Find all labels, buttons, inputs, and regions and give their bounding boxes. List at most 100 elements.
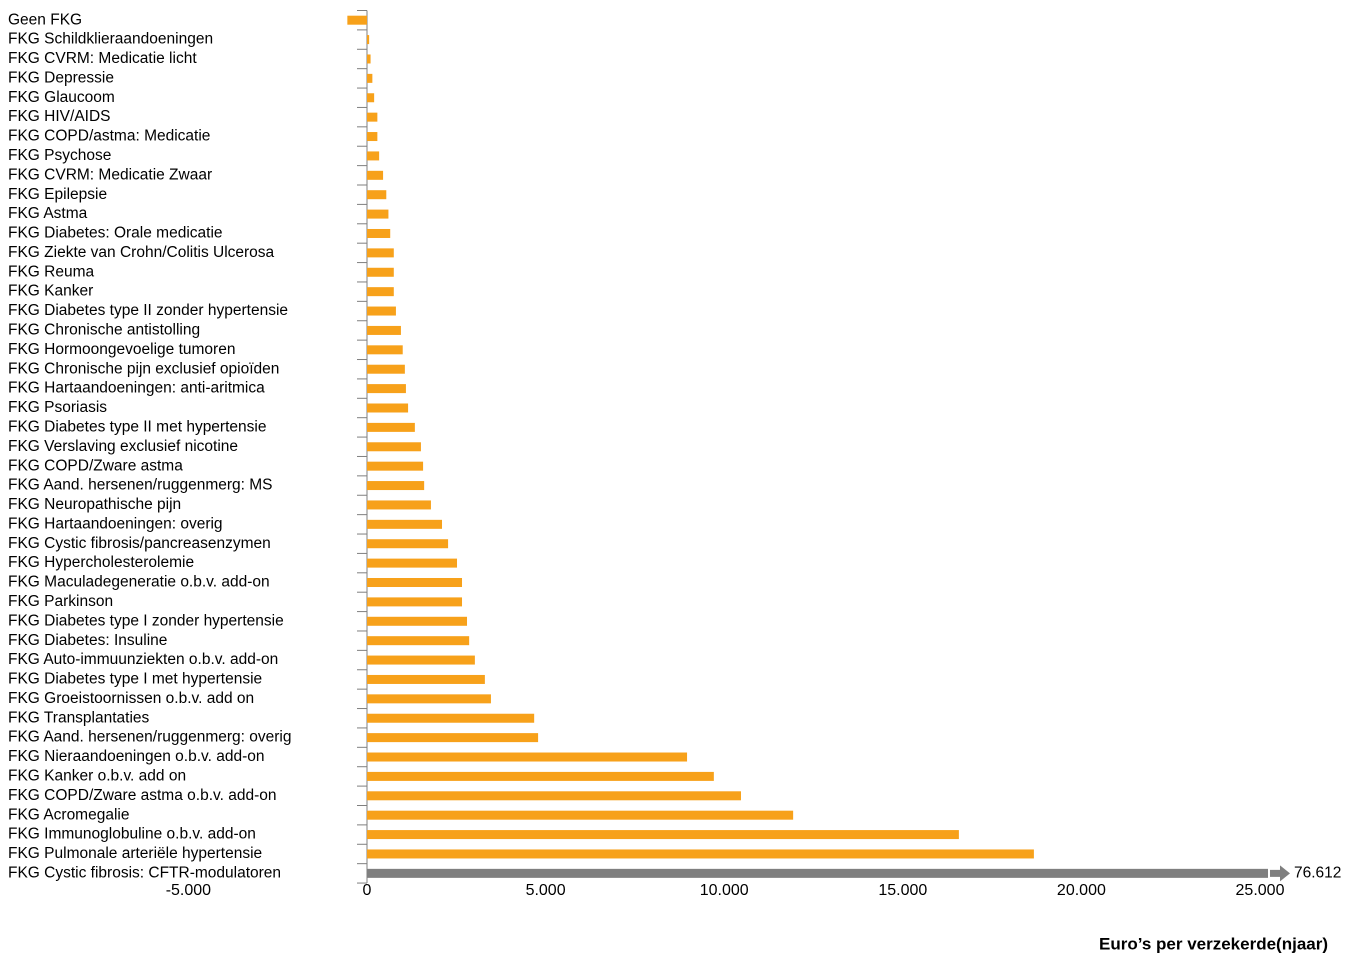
y-tick-label: FKG Psoriasis [8,399,107,416]
bar [367,442,421,452]
bar [367,287,394,297]
y-tick-label: FKG Ziekte van Crohn/Colitis Ulcerosa [8,244,275,261]
y-tick-label: FKG CVRM: Medicatie licht [8,50,197,67]
y-tick-label: FKG Cystic fibrosis/pancreasenzymen [8,535,271,552]
bar [367,636,470,646]
y-tick-label: FKG CVRM: Medicatie Zwaar [8,166,212,183]
y-tick-label: FKG Chronische antistolling [8,322,200,339]
bar [367,791,741,801]
bar [367,713,535,723]
y-tick-label: Geen FKG [8,11,82,28]
bar [367,35,370,45]
y-tick-label: FKG Groeistoornissen o.b.v. add on [8,690,254,707]
y-tick-label: FKG Hartaandoeningen: anti-aritmica [8,380,265,397]
bar [367,752,688,762]
y-tick-label: FKG Hormoongevoelige tumoren [8,341,235,358]
y-tick-label: FKG Depressie [8,69,114,86]
bar [367,209,389,219]
y-tick-label: FKG Maculadegeneratie o.b.v. add-on [8,574,270,591]
y-tick-label: FKG Neuropathische pijn [8,496,181,513]
bar [367,325,401,335]
y-tick-label: FKG Hypercholesterolemie [8,554,194,571]
y-tick-label: FKG Schildklieraandoeningen [8,31,213,48]
bar [367,830,959,840]
y-tick-label: FKG Diabetes type I zonder hypertensie [8,612,284,629]
bar [367,810,794,820]
x-tick-label: 20.000 [1057,882,1106,899]
y-tick-label: FKG Transplantaties [8,709,150,726]
bar [367,228,391,238]
y-tick-label: FKG COPD/Zware astma o.b.v. add-on [8,787,276,804]
x-tick-label: 5.000 [526,882,566,899]
y-tick-label: FKG Diabetes: Orale medicatie [8,225,223,242]
y-tick-label: FKG Psychose [8,147,111,164]
y-tick-label: FKG Parkinson [8,593,113,610]
bar [367,539,449,549]
bar [367,112,378,122]
y-tick-label: FKG Diabetes type II zonder hypertensie [8,302,288,319]
value-label: 76.612 [1294,864,1341,881]
bar [367,849,1034,859]
y-tick-label: FKG Reuma [8,263,95,280]
y-tick-label: FKG Astma [8,205,88,222]
bar [367,364,405,374]
y-tick-label: FKG Acromegalie [8,806,129,823]
y-tick-label: FKG Immunoglobuline o.b.v. add-on [8,826,256,843]
y-tick-label: FKG Kanker [8,283,93,300]
bar [367,54,371,64]
bar [367,597,463,607]
bar [367,267,394,277]
y-tick-label: FKG COPD/Zware astma [8,457,183,474]
y-tick-label: FKG Aand. hersenen/ruggenmerg: overig [8,729,291,746]
bar [367,578,463,588]
bar [367,694,491,704]
bar [367,422,415,432]
bar [367,190,387,200]
y-tick-label: FKG Auto-immuunziekten o.b.v. add-on [8,651,278,668]
bar [367,93,375,103]
y-tick-label: FKG Aand. hersenen/ruggenmerg: MS [8,477,273,494]
bar [367,558,458,568]
x-tick-label: 15.000 [878,882,927,899]
overflow-arrow [1270,865,1290,882]
y-tick-label: FKG Diabetes type I met hypertensie [8,671,262,688]
bar [367,73,373,83]
bar [367,248,394,258]
y-tick-label: FKG Verslaving exclusief nicotine [8,438,238,455]
bar [347,15,367,25]
bar [367,345,403,355]
bar [367,384,406,394]
y-tick-label: FKG COPD/astma: Medicatie [8,128,210,145]
y-tick-label: FKG Hartaandoeningen: overig [8,515,223,532]
bar [367,674,485,684]
bar [367,771,714,781]
bar [367,500,431,510]
y-tick-label: FKG Kanker o.b.v. add on [8,767,186,784]
bar [367,481,425,491]
bar [367,461,424,471]
bar [367,616,468,626]
bar [367,655,475,665]
bar [367,151,380,161]
x-axis-title: Euro’s per verzekerde(njaar) [1099,934,1328,953]
y-tick-label: FKG Diabetes: Insuline [8,632,167,649]
x-tick-label: 0 [363,882,372,899]
y-tick-label: FKG Epilepsie [8,186,107,203]
bar [367,868,1268,878]
y-tick-label: FKG Diabetes type II met hypertensie [8,418,266,435]
y-tick-label: FKG Chronische pijn exclusief opioïden [8,360,279,377]
bar [367,170,384,180]
y-tick-label: FKG Cystic fibrosis: CFTR-modulatoren [8,864,281,881]
bar [367,306,396,316]
x-tick-label: -5.000 [166,882,211,899]
bar [367,733,539,743]
y-tick-label: FKG HIV/AIDS [8,108,111,125]
x-tick-label: 10.000 [700,882,749,899]
bar [367,132,378,142]
bar [367,519,443,529]
x-tick-label: 25.000 [1236,882,1285,899]
y-tick-label: FKG Pulmonale arteriële hypertensie [8,845,262,862]
y-tick-label: FKG Glaucoom [8,89,115,106]
